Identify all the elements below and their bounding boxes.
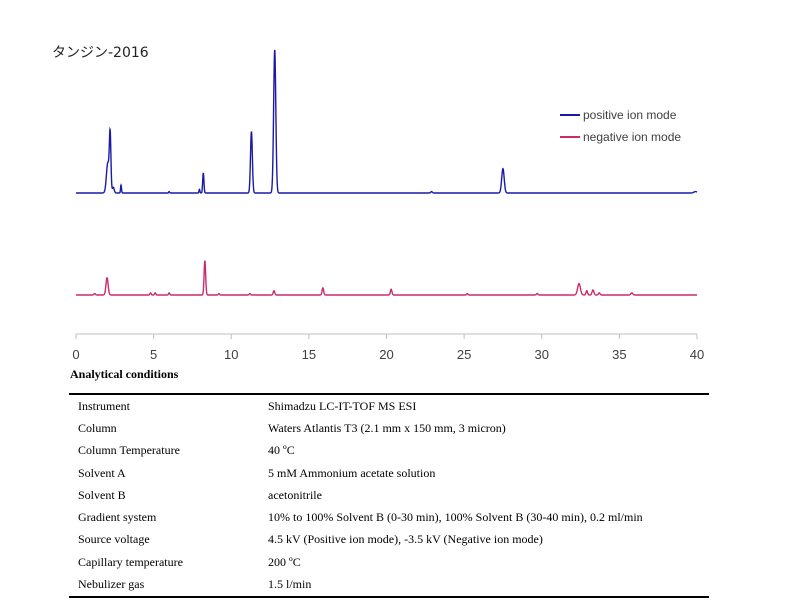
condition-param: Nebulizer gas [78, 577, 145, 592]
series-line-negative [76, 260, 697, 296]
series-line-positive [76, 49, 698, 194]
condition-value: 5 mM Ammonium acetate solution [268, 465, 436, 480]
condition-row: Solvent B acetonitrile [69, 484, 709, 506]
condition-value: acetonitrile [268, 487, 322, 502]
condition-param: Capillary temperature [78, 554, 183, 569]
x-tick-label: 25 [457, 347, 471, 362]
condition-value: 40 ºC [268, 443, 295, 458]
condition-param: Source voltage [78, 532, 150, 547]
condition-value: 10% to 100% Solvent B (0-30 min), 100% S… [268, 510, 643, 525]
condition-row: Instrument Shimadzu LC-IT-TOF MS ESI [69, 394, 709, 417]
legend-label-negative: negative ion mode [583, 130, 682, 144]
x-tick-label: 0 [72, 347, 79, 362]
x-tick-label: 15 [302, 347, 316, 362]
condition-param: Solvent B [78, 487, 126, 502]
condition-value: Shimadzu LC-IT-TOF MS ESI [268, 398, 417, 413]
condition-value: 4.5 kV (Positive ion mode), -3.5 kV (Neg… [268, 532, 543, 547]
x-tick-label: 5 [150, 347, 157, 362]
condition-param: Column Temperature [78, 443, 180, 458]
x-tick-label: 40 [690, 347, 704, 362]
condition-row: Column Temperature 40 ºC [69, 440, 709, 462]
x-tick-label: 20 [379, 347, 393, 362]
condition-row: Gradient system 10% to 100% Solvent B (0-… [69, 506, 709, 528]
analytical-conditions-title: Analytical conditions [70, 367, 179, 381]
condition-value: Waters Atlantis T3 (2.1 mm x 150 mm, 3 m… [268, 420, 506, 435]
legend-swatch-negative [560, 136, 580, 138]
analytical-conditions-table: Instrument Shimadzu LC-IT-TOF MS ESI Colum… [69, 393, 709, 598]
chromatogram-chart: 0 5 10 15 20 25 30 35 40 [72, 49, 704, 362]
condition-param: Solvent A [78, 465, 126, 480]
chart-legend: positive ion mode negative ion mode [560, 104, 681, 148]
condition-param: Instrument [78, 398, 130, 413]
legend-label-positive: positive ion mode [583, 108, 677, 122]
x-tick-label: 35 [612, 347, 626, 362]
condition-param: Gradient system [78, 510, 157, 525]
condition-row: Source voltage 4.5 kV (Positive ion mode)… [69, 529, 709, 551]
condition-row: Solvent A 5 mM Ammonium acetate solution [69, 462, 709, 484]
legend-item-negative: negative ion mode [560, 126, 681, 148]
legend-item-positive: positive ion mode [560, 104, 681, 126]
legend-swatch-positive [560, 114, 580, 116]
condition-row: Column Waters Atlantis T3 (2.1 mm x 150 m… [69, 417, 709, 439]
condition-row: Nebulizer gas 1.5 l/min [69, 573, 709, 596]
condition-row: Capillary temperature 200 ºC [69, 551, 709, 573]
x-tick-label: 10 [224, 347, 238, 362]
x-tick-label: 30 [535, 347, 549, 362]
condition-param: Column [78, 420, 117, 435]
condition-value: 200 ºC [268, 554, 301, 569]
chart-title: タンジン-2016 [52, 45, 149, 61]
condition-value: 1.5 l/min [268, 577, 312, 592]
